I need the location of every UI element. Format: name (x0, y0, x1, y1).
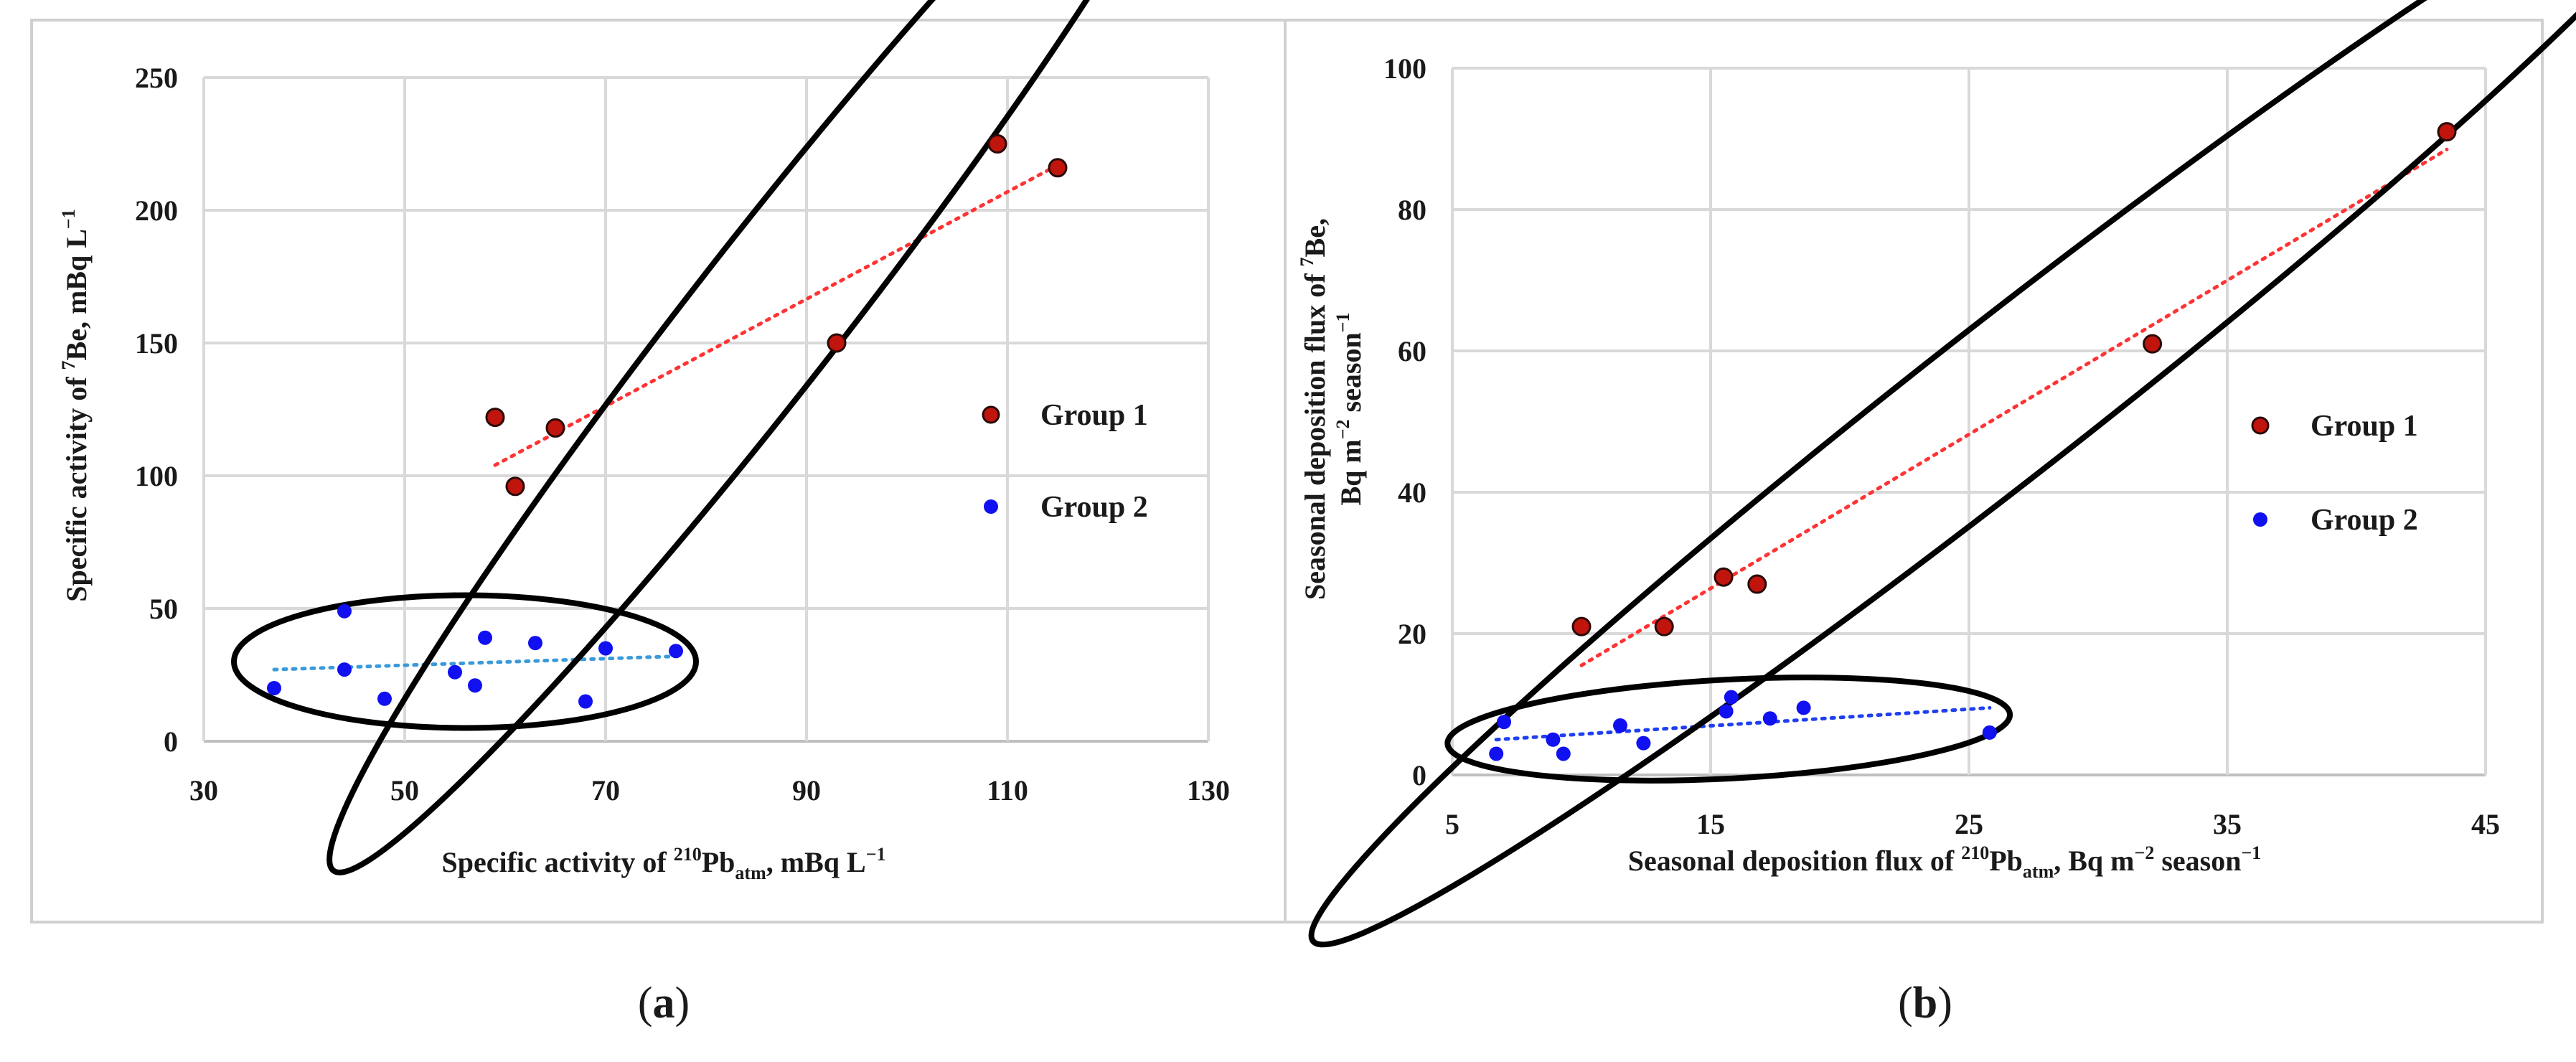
chart-a-point-group-2 (337, 662, 352, 677)
chart-a-x-tick-label: 50 (390, 774, 419, 807)
chart-b-y-tick-label: 60 (1398, 335, 1426, 367)
chart-a-point-group-2 (578, 694, 593, 709)
chart-a-point-group-1 (545, 418, 565, 438)
chart-b-y-tick-label: 80 (1398, 194, 1426, 226)
legend-marker-group-1 (982, 405, 1000, 424)
chart-a-y-axis-title: Specific activity of 7Be, mBq L−1 (58, 209, 93, 601)
chart-a-point-group-2 (528, 636, 542, 651)
chart-a-ellipse-group-1 (326, 0, 1206, 875)
chart-b-point-group-1 (2143, 334, 2163, 354)
chart-b-point-group-2 (1719, 704, 1734, 719)
chart-b-x-tick-label: 45 (2471, 808, 2500, 840)
chart-b-x-tick-label: 25 (1955, 808, 1983, 840)
chart-b-y-tick-label: 0 (1412, 759, 1426, 791)
chart-a-point-group-1 (987, 134, 1007, 154)
chart-b-point-group-2 (1489, 746, 1504, 761)
chart-b-ellipse-group-2 (1444, 675, 2013, 784)
chart-b-point-group-2 (1636, 736, 1651, 751)
chart-b-x-tick-label: 35 (2213, 808, 2242, 840)
chart-b-y-axis-title-line-1: Seasonal deposition flux of 7Be, (1297, 218, 1331, 600)
chart-a-point-group-2 (468, 678, 482, 693)
chart-a-x-axis-title: Specific activity of 210Pbatm, mBq L−1 (441, 844, 885, 883)
chart-b-point-group-2 (1796, 700, 1811, 715)
chart-a-x-tick-label: 90 (792, 774, 821, 807)
chart-b-point-group-2 (1497, 715, 1511, 730)
chart-a-y-tick-label: 50 (149, 593, 178, 625)
chart-b-legend: Group 1 Group 2 (2251, 410, 2418, 537)
chart-a-point-group-2 (377, 691, 392, 706)
chart-b-x-tick-label: 15 (1696, 808, 1725, 840)
chart-b-x-axis-title: Seasonal deposition flux of 210Pbatm, Bq… (1628, 842, 2262, 882)
chart-b-point-group-2 (1724, 690, 1739, 705)
chart-a-point-group-1 (1048, 158, 1068, 178)
chart-a-x-tick-label: 70 (591, 774, 620, 807)
chart-b-y-tick-label: 40 (1398, 476, 1426, 509)
chart-b-y-tick-label: 100 (1383, 52, 1426, 85)
chart-a-point-group-2 (448, 664, 462, 680)
legend-label-group-1: Group 1 (2311, 410, 2418, 443)
panel-label-a: (a) (638, 979, 690, 1028)
legend-label-group-2: Group 2 (2311, 504, 2418, 537)
chart-b-point-group-2 (1982, 725, 1997, 740)
chart-a-point-group-1 (505, 476, 525, 497)
chart-b-point-group-2 (1546, 732, 1561, 747)
legend-marker-group-1 (2251, 416, 2270, 435)
chart-b-point-group-2 (1613, 718, 1627, 733)
legend-label-group-1: Group 1 (1040, 399, 1148, 432)
legend-label-group-2: Group 2 (1040, 491, 1148, 524)
legend-marker-group-2 (2253, 512, 2267, 527)
chart-b-point-group-1 (2437, 122, 2457, 142)
chart-a-point-group-2 (478, 630, 492, 645)
chart-a-x-tick-label: 110 (987, 774, 1028, 807)
chart-a-y-tick-label: 200 (135, 194, 178, 227)
panel-b-frame (1284, 19, 2544, 924)
chart-b-x-tick-label: 5 (1445, 808, 1459, 840)
chart-b: 0 20 40 60 80 100 5 15 25 35 45 Seasonal depositi… (1297, 0, 2576, 1028)
chart-b-point-group-1 (1571, 616, 1592, 636)
chart-a-point-group-2 (267, 681, 281, 695)
chart-a-point-group-2 (598, 641, 613, 656)
chart-b-y-axis-title-line-2: Bq m−2 season−1 (1332, 312, 1367, 505)
chart-a-legend: Group 1 Group 2 (982, 399, 1148, 524)
chart-a: 0 50 100 150 200 250 30 50 70 90 110 130 Specific … (58, 0, 1230, 1028)
chart-b-point-group-1 (1714, 567, 1734, 587)
chart-a-point-group-1 (827, 333, 847, 353)
legend-marker-group-2 (984, 499, 998, 514)
chart-a-y-tick-label: 150 (135, 327, 178, 360)
chart-b-point-group-2 (1762, 711, 1777, 726)
chart-a-y-tick-label: 250 (135, 62, 178, 94)
chart-a-ellipse-group-2 (231, 592, 699, 731)
chart-b-point-group-1 (1654, 616, 1674, 636)
chart-a-trendline-group-1 (493, 163, 1060, 467)
chart-b-point-group-2 (1556, 746, 1571, 761)
chart-a-point-group-2 (337, 603, 352, 619)
chart-a-point-group-1 (485, 408, 505, 428)
chart-a-x-tick-label: 130 (1187, 774, 1230, 807)
chart-a-y-tick-label: 0 (164, 725, 178, 758)
chart-b-trendline-group-2 (1494, 705, 1992, 742)
panel-label-b: (b) (1898, 979, 1952, 1028)
chart-a-point-group-2 (669, 644, 683, 659)
chart-a-x-tick-label: 30 (189, 774, 218, 807)
chart-a-y-tick-label: 100 (135, 460, 178, 492)
chart-b-ellipse-group-1 (1308, 0, 2576, 948)
chart-b-y-tick-label: 20 (1398, 618, 1426, 650)
chart-b-point-group-1 (1747, 574, 1767, 594)
